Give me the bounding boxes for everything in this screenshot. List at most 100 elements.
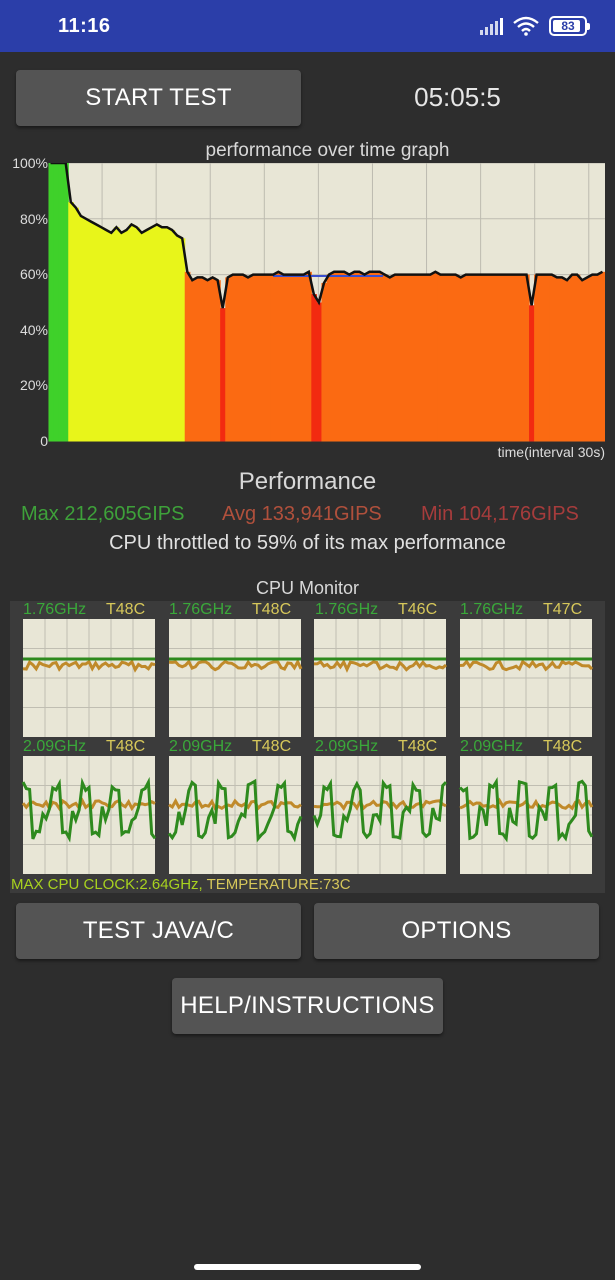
performance-bar: [336, 271, 343, 442]
throttle-text: CPU throttled to 59% of its max performa…: [109, 532, 506, 554]
core-freq: 1.76GHz: [23, 601, 87, 618]
performance-bar: [554, 277, 561, 442]
performance-bar: [483, 274, 490, 442]
performance-bar: [98, 227, 105, 442]
signal-icon: [480, 17, 503, 35]
core-freq: 1.76GHz: [315, 601, 379, 618]
status-bar: 11:16 83: [0, 0, 615, 52]
performance-bar: [331, 271, 338, 442]
performance-bar: [412, 274, 419, 442]
performance-bar: [215, 280, 221, 442]
performance-bar: [123, 229, 130, 442]
performance-bar: [367, 271, 373, 442]
performance-bar: [225, 277, 231, 442]
performance-bar: [417, 274, 424, 442]
core-temp: T48C: [252, 601, 292, 618]
help-instructions-button[interactable]: HELP/INSTRUCTIONS: [172, 978, 443, 1034]
performance-bar: [174, 235, 181, 442]
core-temperature-line: [168, 658, 303, 672]
core-temp: T48C: [252, 738, 292, 755]
performance-bar: [321, 282, 328, 442]
y-tick-label: 80%: [19, 211, 48, 227]
performance-bar: [559, 277, 566, 442]
battery-icon: 83: [549, 16, 590, 36]
core-temperature-line: [313, 658, 447, 673]
performance-bar: [437, 274, 444, 442]
core-freq: 2.09GHz: [460, 738, 524, 755]
performance-bar: [377, 271, 383, 442]
performance-bar: [265, 274, 272, 442]
performance-bar: [235, 274, 242, 442]
performance-bar: [427, 274, 434, 442]
performance-bar: [113, 227, 120, 442]
performance-bar: [468, 274, 474, 442]
core-temperature-line: [459, 659, 594, 672]
performance-bar: [589, 274, 596, 442]
performance-bar: [139, 232, 145, 442]
performance-bar: [579, 280, 586, 442]
performance-bar: [280, 274, 287, 442]
core-temp: T46C: [398, 601, 438, 618]
core-temp: T47C: [543, 601, 583, 618]
performance-bar: [255, 274, 262, 442]
temperature-text: TEMPERATURE:73C: [206, 876, 351, 893]
performance-bar: [503, 274, 510, 442]
core-frequency-line: [458, 776, 594, 843]
test-timer: 05:05:5: [414, 82, 501, 112]
performance-bar: [453, 274, 459, 442]
performance-bar: [473, 274, 480, 442]
performance-bar: [382, 274, 388, 442]
core-freq: 2.09GHz: [169, 738, 233, 755]
performance-bar: [220, 308, 226, 442]
y-tick-label: 60%: [19, 266, 48, 282]
home-indicator[interactable]: [194, 1264, 421, 1270]
max-performance: Max 212,605GIPS: [21, 503, 185, 525]
performance-bar: [351, 271, 358, 442]
performance-bar: [458, 277, 464, 442]
performance-bar: [260, 274, 267, 442]
performance-bar: [73, 207, 79, 442]
performance-bar: [230, 274, 236, 442]
performance-bar: [301, 274, 307, 442]
performance-bar: [326, 274, 333, 442]
performance-bar: [63, 163, 69, 442]
performance-bar: [346, 274, 353, 442]
performance-bar: [154, 224, 160, 442]
performance-bar: [341, 271, 348, 442]
performance-bar: [169, 229, 176, 442]
performance-bar: [103, 229, 110, 442]
performance-bar: [529, 305, 535, 442]
performance-bar: [549, 274, 555, 442]
performance-bar: [164, 227, 171, 442]
performance-bar: [513, 274, 520, 442]
core-frequency-line: [21, 776, 157, 843]
performance-bar: [189, 280, 196, 442]
performance-bar: [159, 227, 166, 442]
performance-bar: [442, 274, 449, 442]
performance-bar: [448, 274, 454, 442]
test-java-c-button[interactable]: TEST JAVA/C: [16, 903, 301, 959]
performance-bar: [275, 271, 282, 442]
performance-bar: [508, 274, 515, 442]
options-button[interactable]: OPTIONS: [314, 903, 599, 959]
core-temp: T48C: [543, 738, 583, 755]
performance-bar: [463, 274, 469, 442]
performance-title: Performance: [238, 468, 377, 495]
avg-performance: Avg 133,941GIPS: [222, 503, 382, 525]
performance-bar: [129, 224, 135, 442]
performance-bar: [53, 163, 59, 442]
start-test-button[interactable]: START TEST: [16, 70, 301, 126]
performance-bar: [296, 274, 302, 442]
performance-bar: [599, 271, 605, 442]
core-temp: T48C: [106, 601, 146, 618]
performance-bar: [204, 280, 211, 442]
core-temp: T48C: [106, 738, 146, 755]
performance-bar: [210, 277, 216, 442]
performance-bar: [392, 274, 398, 442]
chart-bars: [48, 163, 605, 442]
performance-bar: [518, 274, 525, 442]
performance-bar: [361, 274, 368, 442]
y-tick-label: 40%: [19, 322, 48, 338]
performance-bar: [311, 294, 317, 442]
core-temperature-line: [22, 659, 156, 673]
